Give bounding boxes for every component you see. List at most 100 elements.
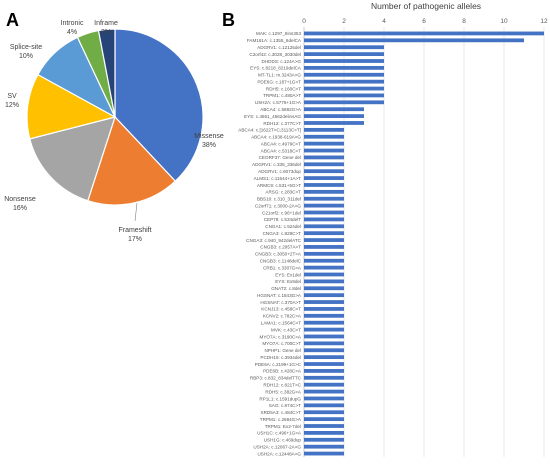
bar-eys-c-8218-8219delca <box>304 65 384 70</box>
bar-crb1-c-3307g-a <box>304 265 344 270</box>
y-tick-label-pde6b-c-428c-a: PDE6B: c.428C>A <box>263 369 302 374</box>
y-tick-label-mt-tl1-m-3243a-g: MT-TL1: m.3243A>G <box>258 73 301 78</box>
bar-pde6b-c-428c-a <box>304 369 344 373</box>
y-tick-label-adgrv1-c-12125del: ADGRV1: c.12125del <box>257 45 301 50</box>
y-tick-label-mvk-c-43c-t: MVK: c.43C>T <box>271 327 301 332</box>
pie-label-intronic: Intronic <box>61 20 84 27</box>
bar-rdh12-c-821t-c <box>304 382 344 387</box>
y-tick-label-kcnv2-c-782c-a: KCNV2: c.782C>A <box>263 314 302 319</box>
bar-eys-c-4561-4562delinsag <box>304 114 364 118</box>
x-tick-label-2: 2 <box>342 18 346 25</box>
bar-abca4-c-4979c-t <box>304 141 344 146</box>
pie-label-inframe: Inframe <box>94 20 118 27</box>
bar-pcdh15-c-3934del <box>304 355 344 360</box>
bar-nphp1-gene-del <box>304 348 344 353</box>
bar-myo7a-c-700c-t <box>304 341 344 346</box>
pie-slice-missense <box>114 28 204 182</box>
bar-chart: Number of pathogenic alleles 0 2 4 6 8 10 12 MA… <box>238 1 548 457</box>
bar-trpm1-ex2-7del <box>304 424 344 428</box>
bar-chart-title: Number of pathogenic alleles <box>371 1 481 11</box>
y-tick-label-rdh12-c-821t-c: RDH12: c.821T>C <box>263 382 301 387</box>
y-tick-label-srd5a3-c-484c-t: SRD5A3: c.484C>T <box>261 410 302 415</box>
bar-rdh5-c-160c-t <box>304 86 384 91</box>
y-tick-label-gnat2-c-8del: GNAT2: c.8del <box>271 286 301 291</box>
pie-label-frameshift: Frameshift <box>118 227 151 234</box>
y-tick-label-dhdds-c-124a-g: DHDDS: c.124A>G <box>262 59 302 64</box>
bar-rp1l1-c-1591dupg <box>304 396 344 401</box>
bar-kcnv2-c-782c-a <box>304 313 344 318</box>
bar-ush2a-c-5776-1g-a <box>304 100 384 105</box>
y-tick-label-pcdh15-c-3934del: PCDH15: c.3934del <box>260 355 301 360</box>
y-tick-label-mak-c-1297-8ins353: MAK: c.1297_8ins353 <box>256 31 301 36</box>
y-tick-label-c2orf42-c-3028-3030del: C2orf42: c.3028_3030del <box>249 52 301 57</box>
y-tick-label-ush1c-c-496-1g-a: USH1C: c.496+1G>A <box>257 431 302 436</box>
bar-abca4-c-1622t-c-3113c-t <box>304 127 344 132</box>
bar-c2orf71-c-3000-2a-g <box>304 203 344 208</box>
pie-pct-nonsense: 16% <box>13 205 27 212</box>
pie-pct-splice-site: 10% <box>19 53 33 60</box>
panel-label-a: A <box>6 10 19 30</box>
y-tick-label-arsg-c-283c-t: ARSG: c.283C>T <box>265 190 301 195</box>
y-tick-label-abca4-c-1622t-c-3113c-t: ABCA4: c.[1622T>C;3113C>T] <box>238 128 301 133</box>
y-tick-label-hgsnat-c-370a-t: HGSNAT: c.370A>T <box>260 300 301 305</box>
y-tick-label-ush2a-c-5776-1g-a: USH2A: c.5776+1G>A <box>255 100 302 105</box>
bar-trpm1-c-480a-t <box>304 93 384 98</box>
bar-cngb3-c-2957a-t <box>304 245 344 249</box>
x-tick-label-4: 4 <box>382 18 386 25</box>
pie-pct-inframe: 3% <box>101 29 111 36</box>
y-tick-label-adgrv1-c-335-336del: ADGRV1: c.335_336del <box>252 162 301 167</box>
bar-cngb3-c-1148delc <box>304 258 344 263</box>
y-tick-label-abca4-c-5882g-a: ABCA4: c.5882G>A <box>260 107 302 112</box>
bar-eys-ex1del <box>304 272 344 277</box>
bar-rbp3-c-832-834delttc <box>304 375 344 380</box>
pie-slice-frameshift <box>87 115 177 206</box>
y-tick-label-rp1l1-c-1591dupg: RP1L1: c.1591dupG <box>259 396 301 401</box>
bar-myo7a-c-3190c-a <box>304 334 344 339</box>
bar-ush1c-c-496-1g-a <box>304 431 344 435</box>
y-tick-label-cngb3-c-3050-2t-a: CNGB3: c.3050+2T>A <box>255 252 302 257</box>
y-tick-label-trpm1-ex2-7del: TRPM1: Ex2-7del <box>265 424 301 429</box>
pie-pct-missense: 38% <box>202 142 216 149</box>
y-tick-label-abca4-c-5318c-t: ABCA4: c.5318C>T <box>261 148 301 153</box>
bar-alms1-c-11544-1a-t <box>304 176 344 180</box>
bar-bbs10-c-310-311del <box>304 196 344 201</box>
y-tick-label-cnga3-c-940-942delatc: CNGA3: c.940_942delATC <box>246 238 301 243</box>
bar-hgsnat-c-370a-t <box>304 300 344 304</box>
y-tick-label-ceorf37-gene-del: CEORF37: Gene del <box>259 155 301 160</box>
bar-fam161a-c-1355-6delca <box>304 38 524 43</box>
y-tick-label-ush2a-c-12067-2a-g: USH2A: c.12067-2A>G <box>253 444 301 449</box>
pie-slice-sv <box>26 73 117 140</box>
bar-gnat2-c-8del <box>304 286 344 291</box>
x-tick-label-0: 0 <box>302 18 306 25</box>
bar-ceorf37-gene-del <box>304 155 344 160</box>
y-tick-label-bbs10-c-310-311del: BBS10: c.310_311del <box>257 197 301 202</box>
bar-c2orf42-c-3028-3030del <box>304 52 384 56</box>
y-tick-label-cnga1-c-524del: CNGA1: c.524del <box>265 224 301 229</box>
bar-c21orf2-c-96-1del <box>304 210 344 215</box>
pie-slice-inframe <box>97 28 116 118</box>
bar-kcnj13-c-458c-t <box>304 307 344 311</box>
y-tick-label-pde6g-c-187-1g-t: PDE6G: c.187+1G>T <box>257 79 301 84</box>
bar-abca4-c-5882g-a <box>304 107 364 112</box>
bar-pde6a-c-2199-1g-c <box>304 362 344 366</box>
bar-adgrv1-c-12125del <box>304 45 384 50</box>
bar-ush2a-c-12448a-g <box>304 451 344 456</box>
bar-mvk-c-43c-t <box>304 327 344 332</box>
y-tick-label-trpm1-c-480a-t: TRPM1: c.480A>T <box>263 93 301 98</box>
pie-pct-frameshift: 17% <box>128 236 142 243</box>
bar-ush1g-c-469dup <box>304 437 344 442</box>
y-tick-label-trpm1-c-2684g-a: TRPM1: c.2684G>A <box>260 417 302 422</box>
bar-cep78-c-534delt <box>304 217 344 222</box>
bar-eys-ex9del <box>304 279 344 284</box>
y-tick-label-cngb3-c-2957a-t: CNGB3: c.2957A>T <box>260 245 301 250</box>
y-tick-label-abca4-c-4979c-t: ABCA4: c.4979C>T <box>261 141 301 146</box>
y-tick-label-ush2a-c-12448a-g: USH2A: c.12448A>G <box>257 451 301 456</box>
bar-srd5a3-c-484c-t <box>304 410 344 415</box>
panel-label-b: B <box>222 10 235 30</box>
y-tick-label-fam161a-c-1355-6delca: FAM161A: c.1355_6delCA <box>247 38 302 43</box>
y-tick-label-adgrv1-c-6073dup: ADGRV1: c.6073dup <box>258 169 301 174</box>
y-tick-label-hgsnat-c-1843g-a: HGSNAT: c.1843G>A <box>257 293 302 298</box>
pie-label-nonsense: Nonsense <box>4 196 36 203</box>
